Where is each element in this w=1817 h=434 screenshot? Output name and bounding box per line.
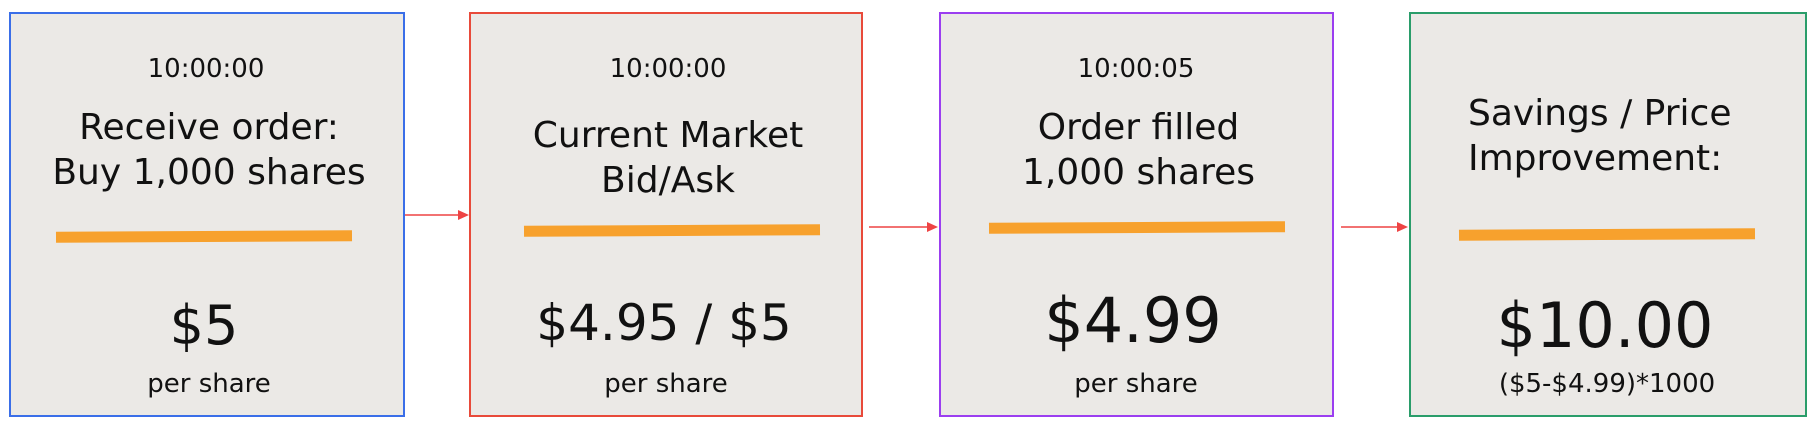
step-title-line1: Savings / Price xyxy=(1468,93,1732,134)
step-value: $4.99 xyxy=(1044,284,1222,357)
arrow-1-to-2 xyxy=(405,210,469,220)
arrow-2-to-3 xyxy=(869,222,938,232)
step-card-savings: Savings / Price Improvement: $10.00 ($5-… xyxy=(1409,12,1807,417)
step-value: $4.95 / $5 xyxy=(536,294,792,352)
step-title-line2: Bid/Ask xyxy=(601,160,735,201)
step-card-order-filled: 10:00:05 Order filled 1,000 shares $4.99… xyxy=(939,12,1334,417)
step-title-line1: Receive order: xyxy=(79,107,339,148)
step-value: $10.00 xyxy=(1496,289,1714,362)
step-time: 10:00:00 xyxy=(147,54,265,84)
step-card-receive-order: 10:00:00 Receive order: Buy 1,000 shares… xyxy=(9,12,405,417)
step-title-line1: Order filled xyxy=(1037,107,1240,148)
step-title-line2: 1,000 shares xyxy=(1021,152,1256,193)
step-time: 10:00:05 xyxy=(1077,54,1195,84)
arrow-3-to-4 xyxy=(1341,222,1408,232)
step-subtext: per share xyxy=(604,369,728,399)
step-subtext: per share xyxy=(1074,369,1198,399)
step-subtext: ($5-$4.99)*1000 xyxy=(1498,369,1716,399)
step-card-market-bid-ask: 10:00:00 Current Market Bid/Ask $4.95 / … xyxy=(469,12,863,417)
step-subtext: per share xyxy=(147,369,271,399)
step-time: 10:00:00 xyxy=(609,54,727,84)
step-value: $5 xyxy=(169,294,239,357)
step-title-line2: Buy 1,000 shares xyxy=(52,152,366,193)
step-title-line2: Improvement: xyxy=(1468,138,1723,179)
step-title-line1: Current Market xyxy=(532,115,804,156)
